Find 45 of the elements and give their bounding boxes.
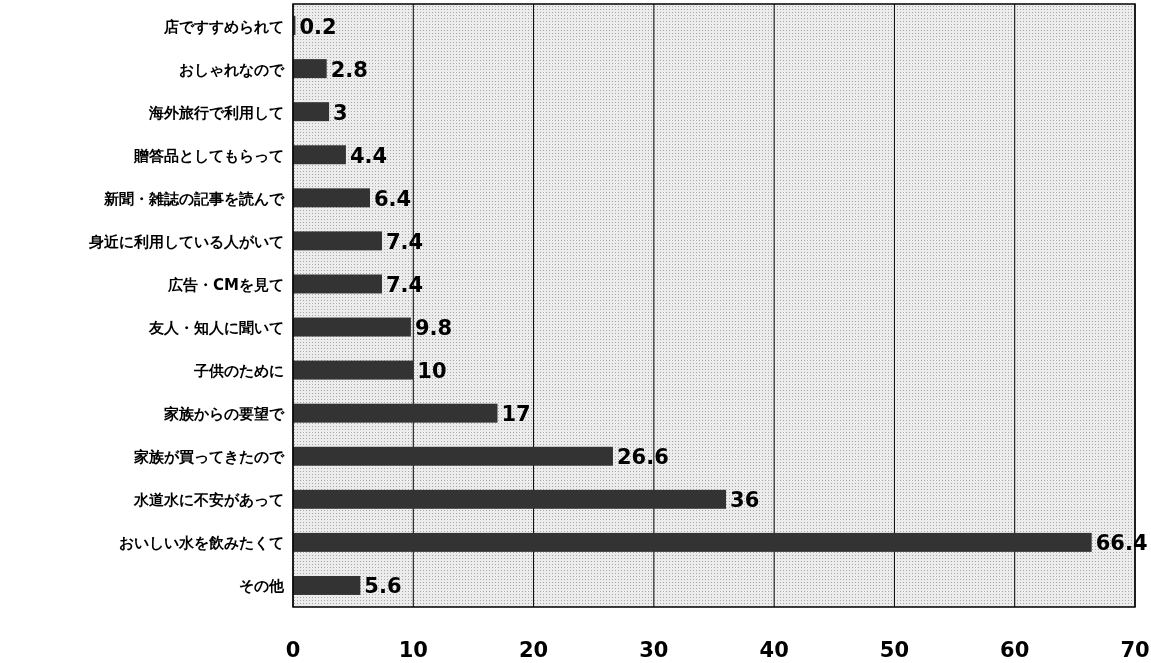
- bar: [293, 145, 346, 165]
- data-label: 2.8: [330, 57, 368, 82]
- bar: [293, 274, 383, 294]
- bar: [293, 446, 613, 466]
- y-tick-label: おいしい水を飲みたくて: [119, 534, 284, 553]
- data-label: 3: [333, 100, 348, 125]
- x-tick-label: 0: [285, 638, 301, 662]
- x-tick-label: 30: [639, 638, 669, 662]
- bar: [293, 59, 327, 79]
- y-tick-label: 身近に利用している人がいて: [88, 232, 284, 251]
- x-tick-label: 10: [398, 638, 428, 662]
- y-tick-label: 子供のために: [193, 362, 284, 381]
- y-tick-label: 広告・CMを見て: [167, 275, 284, 294]
- bar: [293, 360, 414, 380]
- data-label: 4.4: [349, 143, 388, 168]
- y-tick-label: 店ですすめられて: [163, 17, 284, 36]
- x-tick-label: 70: [1120, 638, 1150, 662]
- y-tick-label: おしゃれなので: [179, 60, 285, 79]
- bar: [293, 102, 330, 122]
- data-label: 9.8: [414, 316, 453, 341]
- bar: [293, 532, 1092, 552]
- bar: [293, 188, 370, 208]
- x-tick-label: 40: [759, 638, 789, 662]
- y-tick-label: 贈答品としてもらって: [133, 146, 284, 165]
- x-tick-label: 60: [1000, 638, 1030, 662]
- data-label: 5.6: [364, 574, 402, 599]
- data-label: 10: [417, 359, 447, 384]
- y-tick-label: 家族が買ってきたので: [133, 448, 285, 467]
- y-tick-label: 友人・知人に聞いて: [148, 319, 284, 338]
- bar: [293, 575, 361, 595]
- bar: [293, 489, 727, 509]
- data-label: 6.4: [373, 186, 412, 211]
- bar: [293, 317, 411, 337]
- bar: [293, 403, 498, 423]
- data-label: 0.2: [299, 14, 337, 39]
- y-tick-label: 水道水に不安があって: [133, 491, 284, 510]
- y-tick-label: 家族からの要望で: [163, 405, 285, 424]
- y-tick-label: 新聞・雑誌の記事を読んで: [103, 189, 285, 208]
- y-tick-label: 海外旅行で利用して: [148, 103, 284, 122]
- data-label: 17: [501, 402, 531, 427]
- x-tick-label: 50: [879, 638, 910, 662]
- bar: [293, 231, 383, 251]
- y-tick-label: その他: [239, 577, 285, 596]
- x-tick-label: 20: [518, 638, 549, 662]
- data-label: 36: [730, 488, 760, 513]
